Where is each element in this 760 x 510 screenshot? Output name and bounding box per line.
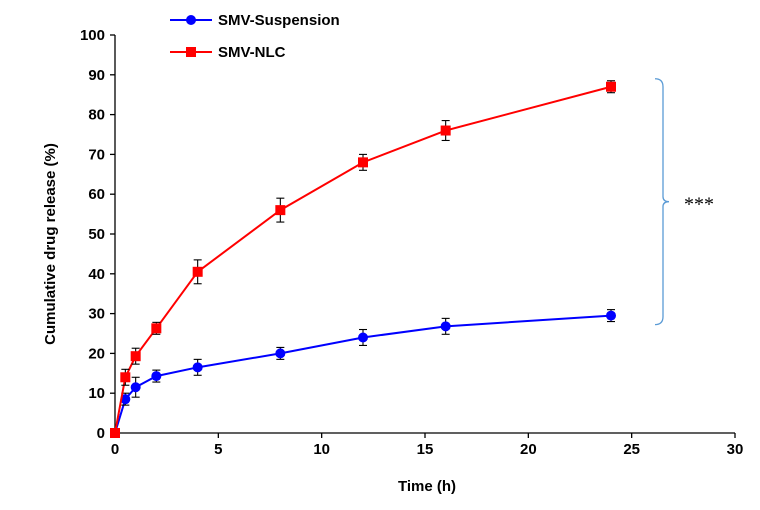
x-tick-label: 10 bbox=[313, 441, 330, 458]
series-2 bbox=[110, 80, 616, 438]
x-tick-label: 20 bbox=[520, 441, 537, 458]
x-tick-label: 5 bbox=[214, 441, 222, 458]
x-ticks: 0 5 10 15 20 25 30 bbox=[111, 433, 744, 458]
data-point bbox=[440, 125, 451, 136]
axes bbox=[114, 35, 735, 434]
data-point bbox=[606, 310, 616, 321]
legend-marker bbox=[186, 15, 196, 25]
y-tick-label: 40 bbox=[88, 266, 105, 283]
data-point bbox=[275, 205, 286, 216]
x-axis-label: Time (h) bbox=[398, 478, 456, 495]
x-tick-label: 0 bbox=[111, 441, 119, 458]
x-tick-label: 15 bbox=[417, 441, 434, 458]
data-point bbox=[192, 362, 203, 373]
data-point bbox=[358, 332, 368, 343]
data-point bbox=[606, 81, 616, 92]
series-1 bbox=[110, 309, 616, 438]
significance-annotation: *** bbox=[654, 78, 714, 326]
data-point bbox=[440, 321, 451, 332]
data-point bbox=[151, 323, 162, 334]
data-point bbox=[110, 428, 120, 438]
legend-item: SMV-Suspension bbox=[170, 12, 340, 29]
legend-label: SMV-NLC bbox=[218, 44, 286, 61]
significance-bracket bbox=[654, 78, 670, 326]
data-point bbox=[151, 371, 162, 382]
y-tick-label: 70 bbox=[88, 146, 105, 163]
y-ticks: 0 10 20 30 40 50 60 70 80 90 100 bbox=[80, 27, 115, 442]
data-point bbox=[275, 348, 286, 359]
y-tick-label: 90 bbox=[88, 67, 105, 84]
legend-marker bbox=[186, 47, 196, 57]
y-axis-label: Cumulative drug release (%) bbox=[42, 143, 59, 345]
data-point bbox=[192, 266, 203, 277]
data-point bbox=[120, 394, 131, 405]
legend-item: SMV-NLC bbox=[170, 44, 286, 61]
y-tick-label: 100 bbox=[80, 27, 105, 44]
legend: SMV-Suspension SMV-NLC bbox=[170, 12, 340, 61]
series-line bbox=[114, 85, 612, 434]
significance-label: *** bbox=[684, 194, 714, 216]
y-tick-label: 20 bbox=[88, 345, 105, 362]
data-point bbox=[130, 382, 141, 393]
y-tick-label: 80 bbox=[88, 107, 105, 124]
y-tick-label: 60 bbox=[88, 186, 105, 203]
y-tick-label: 50 bbox=[88, 226, 105, 243]
y-tick-label: 30 bbox=[88, 306, 105, 323]
legend-label: SMV-Suspension bbox=[218, 12, 340, 29]
y-tick-label: 10 bbox=[88, 385, 105, 402]
x-tick-label: 30 bbox=[727, 441, 744, 458]
series-layer bbox=[110, 80, 616, 438]
data-point bbox=[130, 351, 141, 362]
data-point bbox=[120, 372, 131, 383]
y-tick-label: 0 bbox=[97, 425, 105, 442]
x-tick-label: 25 bbox=[623, 441, 640, 458]
data-point bbox=[358, 157, 368, 168]
